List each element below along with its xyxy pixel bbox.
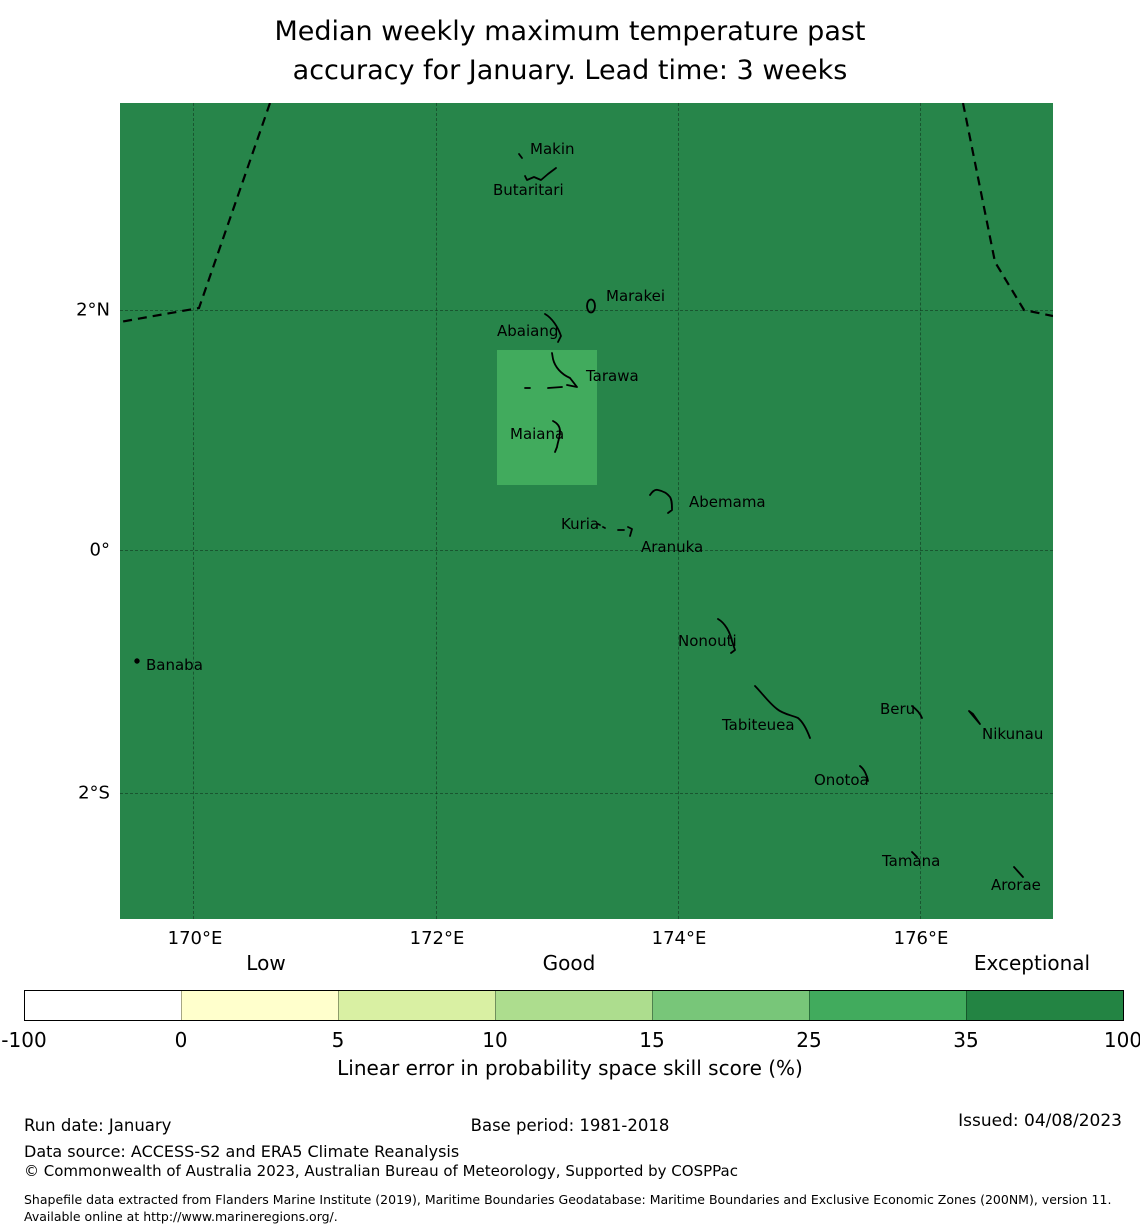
island-outline-arorae (1013, 866, 1024, 878)
colorbar-segment-4 (495, 991, 652, 1020)
island-label-onotoa: Onotoa (814, 771, 869, 789)
island-label-tamana: Tamana (882, 852, 941, 870)
island-label-butaritari: Butaritari (493, 181, 564, 199)
map-overlay-graphics (120, 103, 1053, 878)
island-label-kuria: Kuria (561, 515, 600, 533)
island-label-tarawa: Tarawa (586, 367, 639, 385)
island-outline-banaba (134, 658, 140, 664)
gridline-v-170e (193, 103, 194, 919)
xtick-170e: 170°E (167, 928, 223, 949)
title-line-1: Median weekly maximum temperature past (274, 16, 866, 47)
colorbar-segment-2 (181, 991, 338, 1020)
island-label-beru: Beru (880, 700, 916, 718)
colorbar-segment-1 (25, 991, 181, 1020)
island-outline-makin (518, 153, 523, 159)
island-label-nikunau: Nikunau (982, 725, 1044, 743)
island-outline-onotoa (859, 765, 869, 782)
island-outline-tabiteuea (754, 685, 811, 739)
gridline-v-172e (436, 103, 437, 919)
colorbar-tick-25: 25 (796, 1028, 822, 1052)
footer-run-date: Run date: January (24, 1116, 172, 1135)
island-outline-abemama (649, 488, 673, 514)
colorbar (24, 990, 1124, 1021)
eez-boundary-west (120, 103, 272, 324)
island-label-maiana: Maiana (510, 425, 565, 443)
island-label-banaba: Banaba (146, 656, 203, 674)
gridline-v-174e (678, 103, 679, 919)
island-outline-butaritari (524, 167, 557, 181)
island-label-abaiang: Abaiang (497, 322, 559, 340)
colorbar-segment-3 (338, 991, 495, 1020)
category-label-good: Good (542, 951, 596, 975)
ytick-2s: 2°S (78, 782, 110, 804)
colorbar-tick-35: 35 (953, 1028, 979, 1052)
colorbar-tick-0: 0 (174, 1028, 188, 1052)
island-label-aranuka: Aranuka (641, 538, 704, 556)
footer-issued: Issued: 04/08/2023 (958, 1111, 1122, 1131)
island-outline-nikunau (968, 710, 981, 725)
island-label-marakei: Marakei (606, 287, 666, 305)
ytick-2n: 2°N (76, 299, 110, 321)
chart-title: Median weekly maximum temperature past a… (0, 12, 1140, 90)
highlight-cell (497, 350, 597, 485)
island-outline-kuria (597, 523, 606, 529)
gridline-h-0 (120, 550, 1053, 551)
colorbar-tick-100: 100 (1103, 1028, 1140, 1052)
island-label-arorae: Arorae (991, 876, 1041, 894)
colorbar-tick-5: 5 (331, 1028, 345, 1052)
category-label-exceptional: Exceptional (973, 951, 1091, 975)
island-label-makin: Makin (530, 140, 575, 158)
gridline-h-2n (120, 310, 1053, 311)
colorbar-tick-10: 10 (482, 1028, 508, 1052)
colorbar-tick-neg100: -100 (1, 1028, 47, 1052)
eez-boundary-east (961, 103, 1053, 318)
island-outline-marakei (586, 298, 596, 314)
category-label-low: Low (246, 951, 286, 975)
xtick-172e: 172°E (409, 928, 465, 949)
island-outline-aranuka (617, 526, 633, 537)
colorbar-tick-15: 15 (639, 1028, 665, 1052)
gridline-v-176e (920, 103, 921, 919)
ytick-0: 0° (89, 539, 110, 561)
colorbar-axis-label: Linear error in probability space skill … (337, 1056, 803, 1080)
island-outline-tarawa (524, 352, 578, 389)
colorbar-segment-5 (652, 991, 809, 1020)
gridline-h-2s (120, 793, 1053, 794)
island-label-nonouti: Nonouti (678, 632, 737, 650)
xtick-174e: 174°E (651, 928, 707, 949)
island-outline-nonouti (717, 618, 736, 654)
xtick-176e: 176°E (893, 928, 949, 949)
island-label-tabiteuea: Tabiteuea (722, 716, 795, 734)
title-line-2: accuracy for January. Lead time: 3 weeks (292, 55, 848, 86)
island-outline-beru (911, 705, 923, 719)
island-outline-tamana (911, 851, 918, 858)
footer-disclaimer: Shapefile data extracted from Flanders M… (24, 1192, 1112, 1224)
colorbar-segment-6 (809, 991, 966, 1020)
colorbar-segment-7 (966, 991, 1123, 1020)
footer-base-period: Base period: 1981-2018 (470, 1116, 670, 1135)
footer-data-source: Data source: ACCESS-S2 and ERA5 Climate … (24, 1142, 460, 1161)
footer-copyright: © Commonwealth of Australia 2023, Austra… (24, 1162, 738, 1180)
map-canvas: Makin Butaritari Marakei Abaiang Tarawa … (120, 103, 1053, 919)
island-outline-abaiang (544, 313, 562, 343)
island-outline-maiana (552, 420, 561, 453)
island-label-abemama: Abemama (689, 493, 766, 511)
